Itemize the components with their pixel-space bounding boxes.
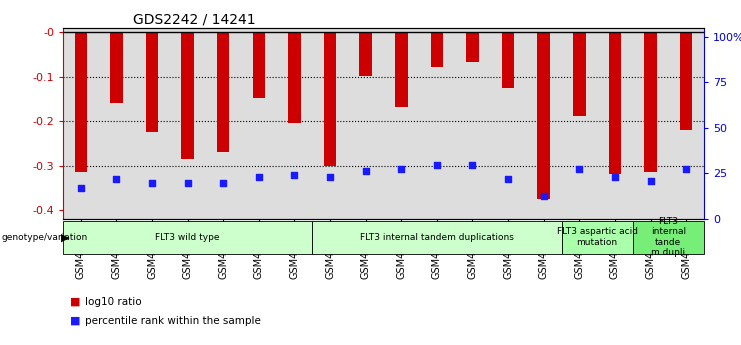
Point (324, 174, 336, 180)
Bar (182, 32, 194, 159)
FancyBboxPatch shape (562, 221, 633, 254)
Point (467, 163, 479, 168)
Text: ■: ■ (70, 316, 81, 326)
Point (182, 180, 193, 186)
FancyBboxPatch shape (63, 221, 312, 254)
Bar (217, 32, 230, 152)
Bar (645, 32, 657, 172)
Point (502, 176, 514, 181)
Point (253, 174, 265, 180)
Bar (253, 32, 265, 98)
FancyBboxPatch shape (633, 221, 704, 254)
Point (645, 178, 657, 184)
Point (431, 163, 443, 168)
Point (609, 174, 621, 180)
Bar (537, 32, 550, 199)
Bar (146, 32, 159, 132)
Bar (359, 32, 372, 76)
Bar (680, 32, 692, 130)
Point (396, 167, 408, 172)
Point (217, 180, 229, 186)
Bar (502, 32, 514, 88)
Bar (431, 32, 443, 67)
Point (110, 176, 122, 181)
Text: FLT3 aspartic acid
mutation: FLT3 aspartic acid mutation (556, 227, 637, 247)
Bar (395, 32, 408, 107)
Bar (466, 32, 479, 62)
Text: FLT3 wild type: FLT3 wild type (156, 233, 220, 242)
Text: ▶: ▶ (61, 232, 69, 242)
Bar (110, 32, 122, 103)
Point (146, 180, 158, 186)
Bar (288, 32, 301, 123)
Point (680, 167, 692, 172)
Bar (573, 32, 585, 116)
Point (359, 168, 371, 174)
Point (288, 172, 300, 178)
FancyBboxPatch shape (312, 221, 562, 254)
Point (75, 186, 87, 191)
Text: ■: ■ (70, 297, 81, 307)
Bar (608, 32, 621, 174)
Text: percentile rank within the sample: percentile rank within the sample (85, 316, 261, 326)
Text: FLT3 internal tandem duplications: FLT3 internal tandem duplications (360, 233, 514, 242)
Bar (324, 32, 336, 166)
Text: GDS2242 / 14241: GDS2242 / 14241 (133, 12, 256, 26)
Bar (75, 32, 87, 172)
Text: FLT3
internal
tande
m dupli: FLT3 internal tande m dupli (651, 217, 686, 257)
Point (538, 193, 550, 199)
Text: genotype/variation: genotype/variation (1, 233, 87, 242)
Text: log10 ratio: log10 ratio (85, 297, 142, 307)
Point (574, 167, 585, 172)
